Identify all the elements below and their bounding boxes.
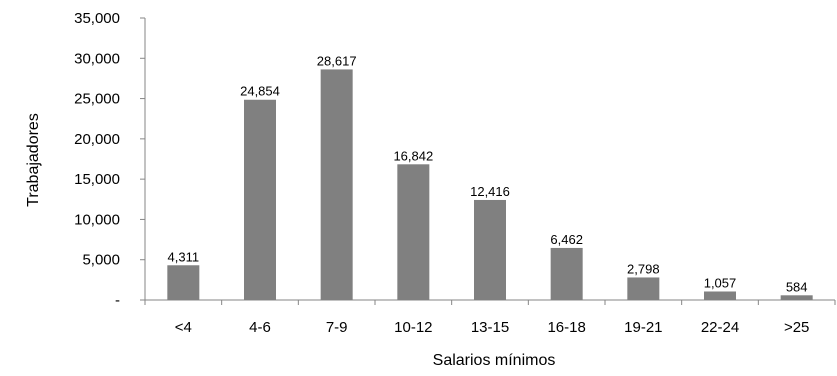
- bar: [627, 277, 660, 300]
- y-axis-title: Trabajadores: [25, 113, 42, 207]
- x-axis-title: Salarios mínimos: [433, 352, 556, 369]
- y-tick-label: -: [115, 292, 120, 309]
- x-tick-label: 13-15: [471, 319, 509, 336]
- x-tick-label: >25: [784, 319, 809, 336]
- y-tick-label: 30,000: [74, 50, 120, 67]
- y-tick-label: 20,000: [74, 131, 120, 148]
- bar: [397, 164, 430, 300]
- data-label: 4,311: [168, 249, 200, 264]
- data-label: 12,416: [470, 184, 510, 199]
- x-axis: <4 4-6 7-9 10-12 13-15 16-18 19-21 22-24 >25: [144, 299, 836, 336]
- data-label: 584: [786, 279, 808, 294]
- bar: [550, 247, 583, 300]
- data-label: 28,617: [317, 53, 357, 68]
- y-tick-label: 15,000: [74, 171, 120, 188]
- y-tick-label: 10,000: [74, 211, 120, 228]
- bar: [244, 99, 276, 300]
- bar: [167, 265, 200, 300]
- data-label: 24,854: [240, 84, 280, 99]
- x-tick-label: 10-12: [394, 319, 432, 336]
- bars: [167, 69, 813, 300]
- bar: [704, 291, 736, 300]
- y-tick-label: 35,000: [74, 10, 120, 27]
- y-axis: - 5,000 10,000 15,000 20,000 25,000 30,000 35,0…: [74, 10, 146, 309]
- data-label: 6,462: [550, 232, 583, 247]
- x-tick-label: 19-21: [624, 319, 662, 336]
- x-tick-label: 16-18: [547, 319, 585, 336]
- x-tick-label: 4-6: [249, 319, 271, 336]
- bar: [780, 295, 813, 300]
- x-tick-label: 22-24: [701, 319, 739, 336]
- data-label: 1,057: [704, 275, 737, 290]
- data-labels: 4,311 24,854 28,617 16,842 12,416 6,462 2,798 1…: [168, 53, 808, 294]
- y-tick-label: 5,000: [82, 252, 120, 269]
- bar: [320, 69, 353, 300]
- x-tick-label: 7-9: [326, 319, 348, 336]
- bar: [474, 199, 506, 300]
- data-label: 2,798: [627, 261, 660, 276]
- y-tick-label: 25,000: [74, 91, 120, 108]
- x-tick-label: <4: [175, 319, 192, 336]
- data-label: 16,842: [393, 148, 433, 163]
